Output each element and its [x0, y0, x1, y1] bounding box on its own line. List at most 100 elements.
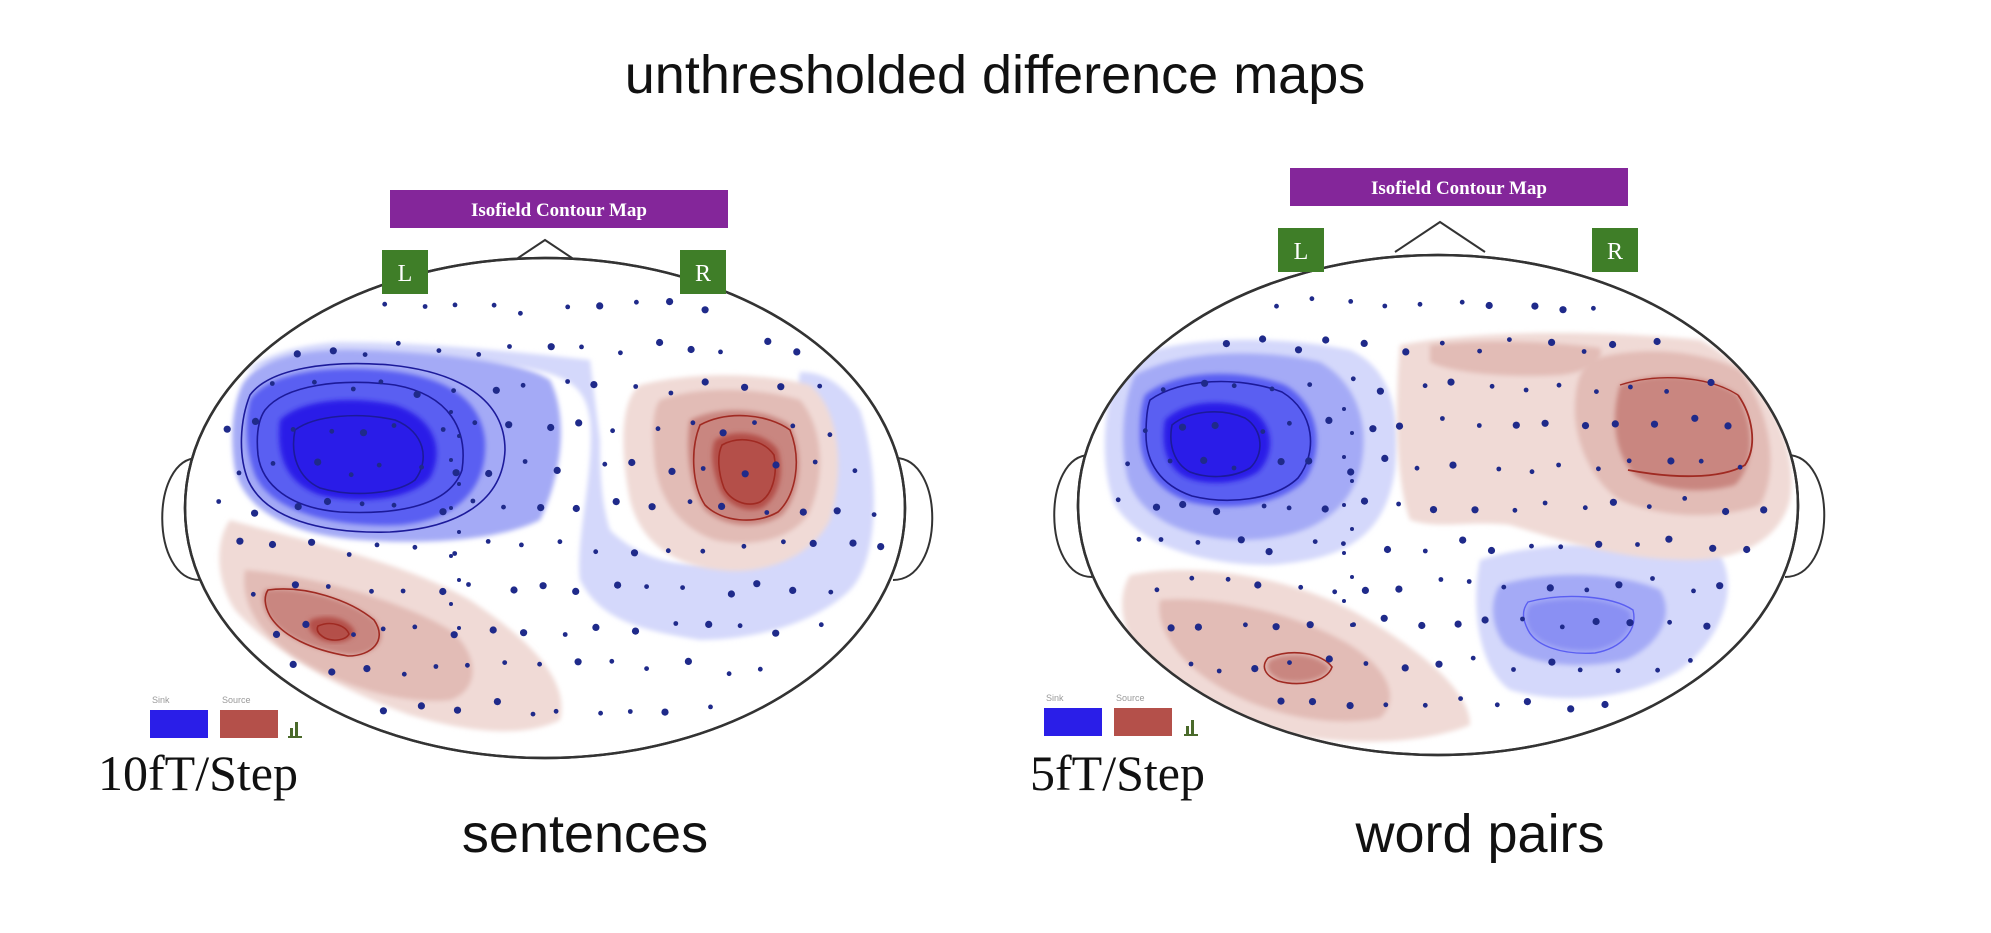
- sensor-dot: [1179, 500, 1187, 509]
- sensor-dot: [391, 502, 397, 508]
- sensor-dot: [680, 585, 685, 590]
- sensor-dot: [631, 627, 640, 635]
- sensor-dot: [684, 657, 693, 666]
- sensor-dot: [1312, 539, 1318, 544]
- sensor-dot: [828, 589, 834, 595]
- legend-source-label: Source: [1116, 693, 1145, 703]
- sensor-dot: [470, 498, 476, 504]
- sensor-dot: [1471, 506, 1479, 514]
- source-contour-lower: [1263, 651, 1333, 685]
- source-contour-2: [718, 439, 776, 505]
- sensor-dot: [1277, 458, 1285, 466]
- sensor-dot: [634, 299, 639, 305]
- sensor-dot: [590, 381, 598, 389]
- right-side-badge: [680, 250, 726, 294]
- sensor-dot: [1650, 576, 1655, 581]
- sensor-dot: [1189, 575, 1195, 581]
- sensor-dot: [380, 626, 386, 632]
- sensor-dot: [1531, 302, 1539, 310]
- sensor-dot: [1611, 420, 1619, 428]
- sensor-dot: [465, 662, 470, 668]
- sensor-dot: [1254, 581, 1262, 589]
- sensor-dot: [1481, 616, 1489, 624]
- sensor-dot: [1167, 458, 1173, 464]
- sensor-dot: [1231, 465, 1237, 471]
- sensor-dot: [737, 623, 743, 629]
- sensor-dot: [1609, 340, 1617, 349]
- sensor-dot: [1396, 501, 1401, 507]
- sensor-dot: [572, 504, 580, 513]
- sensor-dot: [1417, 301, 1423, 307]
- sensor-dot: [440, 427, 446, 432]
- sensor-dot: [323, 497, 332, 506]
- sensor-dot: [1556, 382, 1562, 388]
- panel-caption: word pairs: [1354, 804, 1604, 864]
- sensor-dot: [1361, 586, 1369, 595]
- sink-region-strong: [1163, 402, 1271, 483]
- sink-region-strong: [279, 400, 437, 500]
- sensor-dot: [648, 503, 656, 511]
- sensor-dot: [1591, 305, 1596, 311]
- nose: [1394, 220, 1486, 253]
- sensor-dot: [412, 544, 418, 550]
- sensor-dot: [656, 338, 664, 347]
- sensor-dot: [457, 626, 461, 630]
- sensor-dot: [449, 506, 453, 510]
- sensor-dot: [452, 469, 460, 477]
- sensor-dot: [719, 429, 727, 437]
- legend-source-swatch: [220, 710, 278, 738]
- sensor-dot: [1201, 379, 1209, 387]
- sensor-dot: [436, 348, 442, 353]
- sensor-dot: [1395, 422, 1404, 430]
- sensor-dot: [1435, 660, 1443, 668]
- left-side-label: L: [1294, 239, 1309, 265]
- sensor-dot: [348, 472, 354, 478]
- sensor-dot: [1381, 454, 1389, 462]
- sensor-dot: [1402, 348, 1410, 356]
- sensor-dot: [790, 423, 796, 429]
- sensor-dot: [223, 425, 231, 433]
- contour-map-banner: [390, 190, 728, 228]
- sensor-dot: [1277, 697, 1285, 705]
- sensor-dot: [687, 499, 693, 505]
- sensor-dot: [1447, 378, 1455, 386]
- bar-chart-icon: [288, 722, 302, 738]
- sensor-dot: [439, 508, 447, 516]
- sensor-dot: [452, 551, 458, 556]
- sensor-dot: [433, 664, 439, 669]
- sensor-dot: [1154, 587, 1160, 593]
- sensor-dot: [575, 419, 583, 427]
- sensor-dot: [1449, 461, 1457, 469]
- sensor-dot: [1259, 335, 1267, 343]
- sensor-dot: [1261, 503, 1267, 509]
- sensor-dot: [1609, 498, 1617, 506]
- sensor-dot: [596, 302, 604, 310]
- sensor-dot: [553, 466, 561, 474]
- sensor-dot: [1325, 655, 1333, 663]
- sensor-dot: [1188, 661, 1194, 667]
- sensor-dot: [1567, 705, 1575, 713]
- contour-map-banner: [1290, 168, 1628, 206]
- sensor-dot: [1438, 577, 1444, 582]
- sink-contour-lower: [1522, 595, 1635, 654]
- sensor-dot: [1626, 619, 1634, 627]
- sensor-dot: [1294, 346, 1303, 354]
- sensor-dot: [701, 378, 709, 386]
- sensor-dot: [346, 552, 352, 557]
- sensor-dot: [1703, 622, 1711, 630]
- right-side-label: R: [695, 261, 711, 287]
- sensor-dot: [1306, 621, 1314, 629]
- sensor-dot: [1369, 425, 1377, 433]
- panel-caption: sentences: [462, 804, 708, 864]
- sensor-dot: [1342, 455, 1346, 459]
- sensor-dot: [270, 461, 276, 466]
- sink-contour-3: [240, 362, 506, 533]
- sensor-dot: [1458, 696, 1463, 701]
- sensor-dot: [251, 509, 259, 517]
- scale-label: 5fT/Step: [1030, 745, 1205, 801]
- sensor-dot: [572, 587, 580, 596]
- panel-sentences: Isofield Contour Map L R Sink Source 10f…: [98, 190, 934, 864]
- sensor-dot: [1548, 338, 1556, 346]
- sensor-dot: [1360, 339, 1368, 347]
- sensor-dot: [520, 382, 526, 388]
